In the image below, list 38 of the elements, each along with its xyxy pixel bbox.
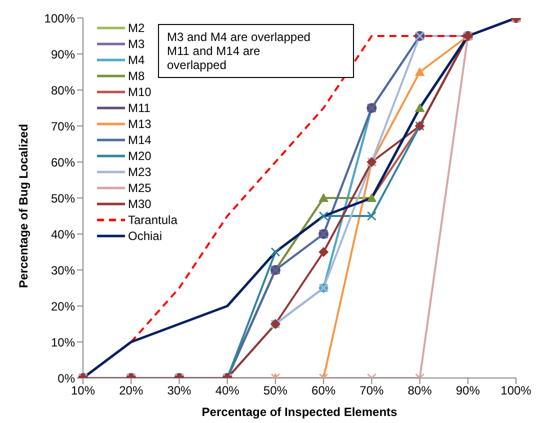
legend-label: M30 [128, 196, 152, 212]
y-tick-label: 0% [58, 371, 76, 386]
legend-label: M20 [128, 148, 152, 164]
legend-label: M2 [128, 20, 145, 36]
y-tick-label: 90% [50, 47, 76, 62]
y-tick-label: 40% [50, 227, 76, 242]
y-tick-label: 100% [44, 11, 76, 26]
legend-label: M25 [128, 180, 152, 196]
legend-label: M4 [128, 52, 145, 68]
y-tick-label: 50% [50, 191, 76, 206]
legend-label: M23 [128, 164, 152, 180]
x-tick-label: 40% [215, 384, 240, 398]
x-tick-label: 50% [263, 384, 288, 398]
legend-label: M14 [128, 132, 152, 148]
y-tick-label: 10% [50, 335, 76, 350]
x-tick-label: 30% [167, 384, 192, 398]
legend-label: Ochiai [128, 228, 162, 244]
x-tick-label: 100% [500, 384, 532, 398]
y-tick-label: 30% [50, 263, 76, 278]
x-tick-label: 60% [312, 384, 336, 398]
legend-label: M10 [128, 84, 152, 100]
y-tick-label: 60% [50, 155, 76, 170]
y-tick-label: 70% [50, 119, 76, 134]
legend-label: M8 [128, 68, 145, 84]
text-box: M3 and M4 are overlapped M11 and M14 are overlapped [158, 24, 354, 78]
legend-label: M13 [128, 116, 152, 132]
y-tick-label: 80% [50, 83, 76, 98]
x-tick-label: 70% [360, 384, 384, 398]
x-axis-title: Percentage of Inspected Elements [202, 405, 398, 419]
legend-label: M3 [128, 36, 145, 52]
y-tick-label: 20% [50, 299, 76, 314]
y-axis-title: Percentage of Bug Localized [16, 124, 30, 288]
x-tick-label: 80% [408, 384, 432, 398]
x-tick-label: 90% [456, 384, 480, 398]
x-tick-label: 10% [70, 384, 96, 398]
legend-label: M11 [128, 100, 150, 116]
legend-label: Tarantula [128, 212, 178, 228]
x-tick-label: 20% [119, 384, 144, 398]
